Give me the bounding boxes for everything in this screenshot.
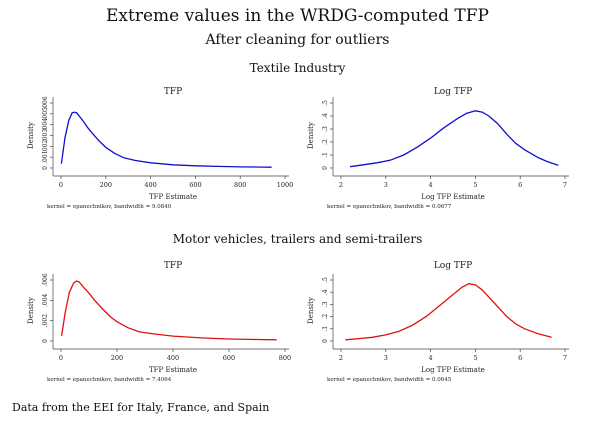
- y-tick-label: .3: [322, 301, 329, 307]
- y-tick-label: 0: [322, 166, 329, 170]
- kernel-note: kernel = epanechnikov, bandwidth = 0.067…: [327, 204, 452, 210]
- x-tick-label: 7: [563, 181, 567, 189]
- y-axis-label: Density: [307, 122, 315, 149]
- density-line: [60, 280, 277, 341]
- x-tick-label: 4: [429, 354, 433, 362]
- x-tick-label: 4: [429, 181, 433, 189]
- kernel-note: kernel = epanechnikov, bandwidth = 9.084…: [47, 204, 172, 210]
- y-tick-label: .5: [322, 100, 329, 106]
- x-tick-label: 800: [234, 181, 246, 189]
- x-tick-label: 200: [100, 181, 112, 189]
- y-tick-label: 0: [42, 166, 49, 170]
- y-tick-label: .1: [322, 326, 329, 332]
- y-tick-label: .003: [42, 129, 49, 143]
- section-title-textile: Textile Industry: [249, 61, 346, 75]
- panel-title: TFP: [164, 261, 182, 271]
- x-axis-label: Log TFP Estimate: [421, 366, 485, 374]
- x-tick-label: 800: [279, 354, 291, 362]
- y-axis-label: Density: [307, 297, 315, 324]
- y-tick-label: .006: [42, 96, 49, 110]
- y-tick-label: .1: [322, 152, 329, 158]
- x-tick-label: 6: [518, 354, 522, 362]
- x-axis-label: Log TFP Estimate: [421, 193, 485, 201]
- x-tick-label: 7: [563, 354, 567, 362]
- x-tick-label: 400: [167, 354, 179, 362]
- chart-panel-1: Log TFP 2 3 4 5 6 7 0 .1 .2 .3 .4 .5 Density Log TFP E…: [307, 87, 569, 210]
- x-tick-label: 3: [384, 354, 388, 362]
- density-line: [349, 110, 559, 168]
- y-tick-label: .006: [42, 273, 49, 287]
- y-tick-label: .5: [322, 277, 329, 283]
- figure-title: Extreme values in the WRDG-computed TFP: [106, 6, 489, 26]
- x-axis-label: TFP Estimate: [149, 366, 197, 374]
- section-title-motor: Motor vehicles, trailers and semi-traile…: [172, 232, 423, 246]
- x-tick-label: 5: [473, 181, 477, 189]
- y-tick-label: .3: [322, 126, 329, 132]
- y-tick-label: .4: [322, 113, 329, 119]
- x-tick-label: 600: [223, 354, 235, 362]
- y-axis-label: Density: [27, 122, 35, 149]
- y-tick-label: .002: [42, 139, 49, 153]
- panel-title: TFP: [164, 87, 182, 97]
- density-line: [345, 283, 552, 341]
- x-tick-label: 5: [473, 354, 477, 362]
- y-tick-label: .001: [42, 150, 49, 163]
- x-tick-label: 3: [384, 181, 388, 189]
- x-tick-label: 2: [339, 354, 343, 362]
- y-tick-label: .004: [42, 118, 49, 132]
- x-tick-label: 2: [339, 181, 343, 189]
- x-tick-label: 6: [518, 181, 522, 189]
- y-tick-label: .005: [42, 107, 49, 121]
- x-tick-label: 600: [189, 181, 201, 189]
- y-tick-label: .004: [42, 293, 49, 307]
- chart-panel-3: Log TFP 2 3 4 5 6 7 0 .1 .2 .3 .4 .5 Density Log TFP E…: [307, 261, 569, 383]
- y-tick-label: 0: [42, 339, 49, 343]
- panel-title: Log TFP: [434, 261, 472, 271]
- figure-subtitle: After cleaning for outliers: [205, 32, 390, 48]
- y-tick-label: .4: [322, 289, 329, 295]
- x-tick-label: 1000: [277, 181, 294, 189]
- x-tick-label: 0: [59, 354, 63, 362]
- x-axis-label: TFP Estimate: [149, 193, 197, 201]
- y-tick-label: .2: [322, 139, 329, 145]
- x-tick-label: 200: [111, 354, 123, 362]
- chart-panel-2: TFP 0 200 400 600 800 0 .002 .004 .006 Density TFP …: [27, 261, 291, 383]
- panel-title: Log TFP: [434, 87, 472, 97]
- x-tick-label: 400: [144, 181, 156, 189]
- kernel-note: kernel = epanechnikov, bandwidth = 7.406…: [47, 377, 172, 383]
- y-tick-label: .2: [322, 314, 329, 320]
- footnote: Data from the EEI for Italy, France, and…: [12, 401, 270, 414]
- x-tick-label: 0: [59, 181, 63, 189]
- y-tick-label: .002: [42, 314, 49, 328]
- y-tick-label: 0: [322, 339, 329, 343]
- y-axis-label: Density: [27, 297, 35, 324]
- density-line: [60, 111, 272, 168]
- kernel-note: kernel = epanechnikov, bandwidth = 0.064…: [327, 377, 452, 383]
